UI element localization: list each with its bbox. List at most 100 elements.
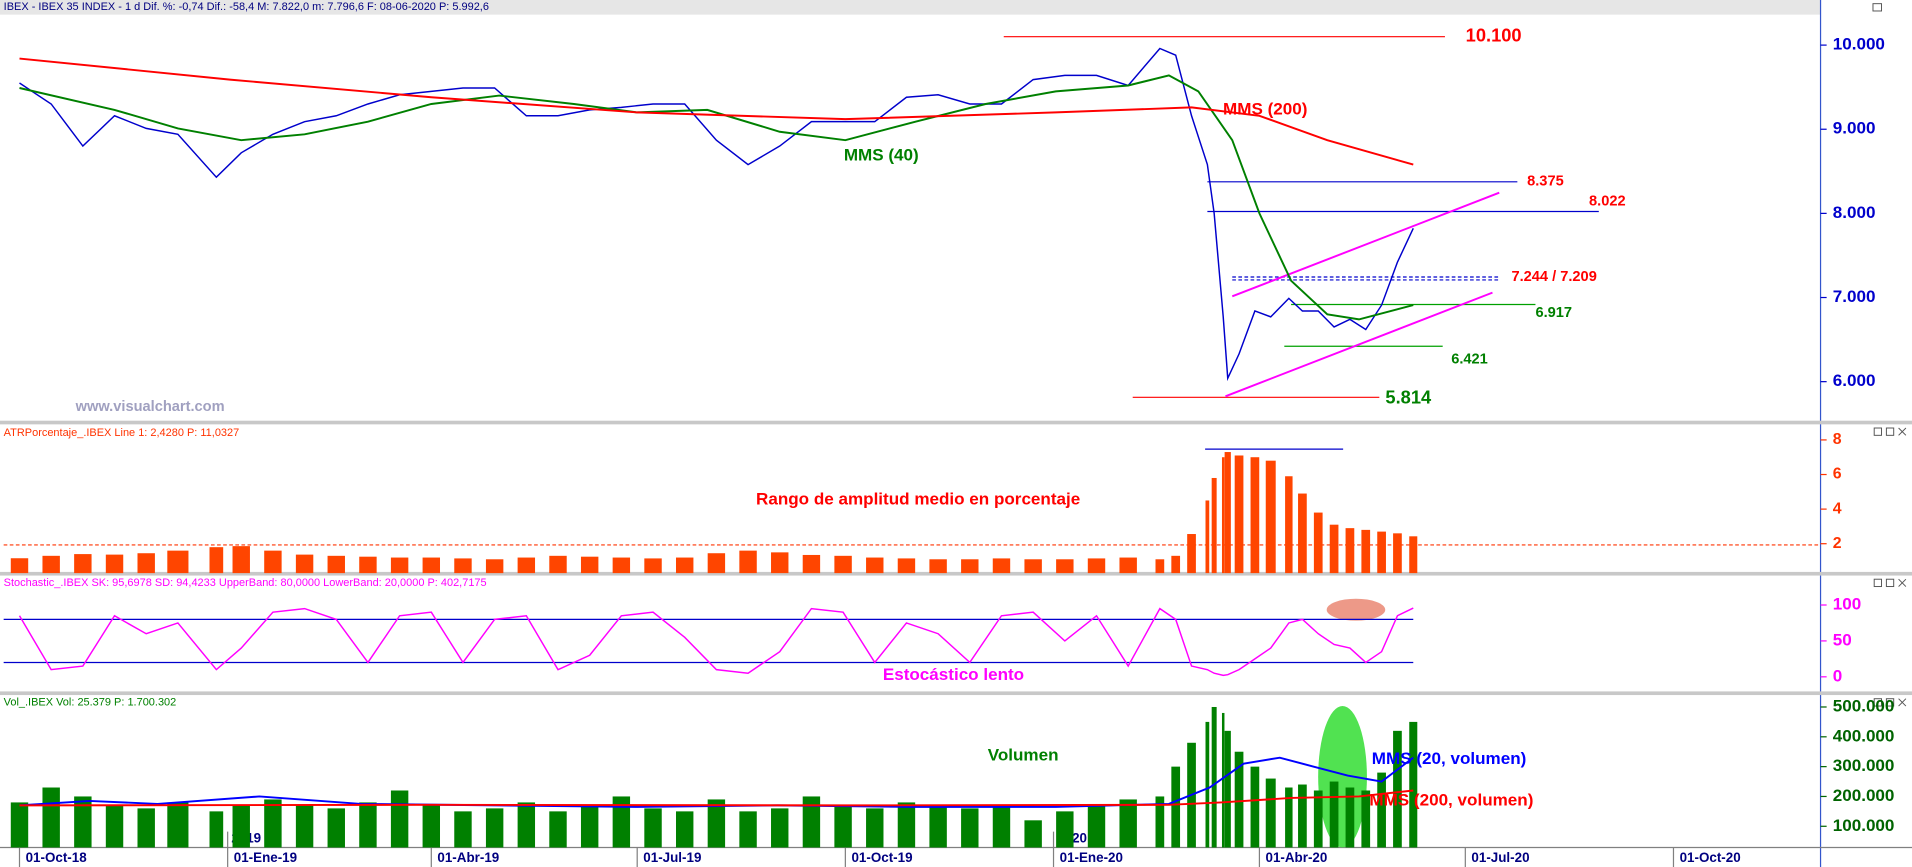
level-label: 7.244 / 7.209 [1511,269,1596,285]
maximize-button[interactable] [1885,578,1895,588]
maximize-button[interactable] [1885,427,1895,436]
bar [1224,730,1231,848]
close-button[interactable] [1898,698,1907,707]
minimize-button[interactable] [1873,578,1883,588]
bar [1265,460,1276,574]
bar [580,805,599,848]
bar [1171,766,1181,848]
bar [1393,533,1402,574]
y-tick-label: 9.000 [1833,119,1876,138]
bar [1119,557,1137,574]
series-line [19,47,1414,382]
bar [209,811,224,848]
y-tick-label: 4 [1833,500,1842,517]
menu-button[interactable] [1872,3,1883,12]
level-label: 5.814 [1385,386,1432,407]
bar [105,805,124,848]
y-tick-label: 0 [1833,666,1843,685]
bar [1377,772,1386,848]
bar [390,790,409,848]
x-tick-label: 01-Ene-20 [1060,850,1123,865]
bar [929,559,947,574]
bar [992,805,1011,848]
bar [1211,706,1217,848]
bar [454,811,472,848]
y-tick-label: 100.000 [1833,816,1895,835]
bar [1409,721,1418,848]
bar [167,550,189,574]
window-buttons [1872,3,1907,707]
x-tick-label: 01-Jul-19 [643,850,701,865]
series-line [19,756,1414,808]
bar [1377,531,1386,574]
y-tick-label: 7.000 [1833,287,1876,306]
bar [1265,778,1276,848]
close-button[interactable] [1898,427,1907,436]
x-tick-label: 01-Oct-18 [26,850,88,865]
bar [1393,730,1402,848]
series-label: MMS (20, volumen) [1372,749,1527,768]
bar [897,558,916,574]
bar [295,554,314,574]
bar [1087,805,1106,848]
x-tick-label: 01-Oct-20 [1680,850,1741,865]
bar [802,796,821,848]
y-tick-label: 10.000 [1833,35,1885,54]
bar [1345,528,1355,574]
x-tick-label: 01-Jul-20 [1471,850,1529,865]
bar [961,559,979,574]
bar [897,802,916,848]
bar [675,557,694,574]
minimize-button[interactable] [1873,427,1883,436]
panel-title: Vol_.IBEX Vol: 25.379 P: 1.700.302 [4,696,177,708]
close-button[interactable] [1898,578,1907,587]
bar [549,555,567,574]
bar [422,805,441,848]
bar [1087,558,1106,574]
level-label: 6.917 [1535,305,1572,321]
y-tick-label: 400.000 [1833,726,1895,745]
panel-separator [0,571,1912,576]
bar [1056,811,1074,848]
y-tick-label: 500.000 [1833,697,1895,716]
bar [232,805,250,848]
bar [1285,476,1293,574]
y-tick-label: 300.000 [1833,756,1895,775]
x-tick-label: 01-Oct-19 [851,850,912,865]
bar [866,808,884,848]
bar [1361,790,1371,848]
bar [1221,712,1225,848]
series-line [19,789,1414,807]
bar [739,811,757,848]
bar [1171,555,1181,574]
series-label: MMS (200, volumen) [1369,791,1533,810]
bar [1155,796,1165,848]
bar [1187,534,1196,574]
y-tick-label: 2 [1833,535,1842,552]
bar [167,802,189,848]
bar [295,805,314,848]
bar [580,556,599,574]
bar [1211,477,1217,574]
level-label: 10.100 [1466,25,1522,46]
bar [10,802,29,848]
bar [612,796,631,848]
panel-title: Stochastic_.IBEX SK: 95,6978 SD: 94,4233… [4,577,487,589]
bar [42,555,60,574]
bar [1313,790,1323,848]
x-tick-label: 01-Abr-19 [437,850,499,865]
y-tick-label: 6 [1833,466,1842,483]
watermark: www.visualchart.com [75,399,225,415]
bar [137,553,155,574]
minimize-button[interactable] [1873,698,1883,707]
panel-title: IBEX - IBEX 35 INDEX - 1 d Dif. %: -0,74… [4,1,489,13]
bar [1234,751,1244,848]
bar [327,555,345,574]
x-tick-label: 01-Ene-19 [234,850,297,865]
bar [454,558,472,574]
maximize-button[interactable] [1885,698,1895,707]
y-tick-label: 8 [1833,431,1842,448]
bar [1313,512,1323,574]
